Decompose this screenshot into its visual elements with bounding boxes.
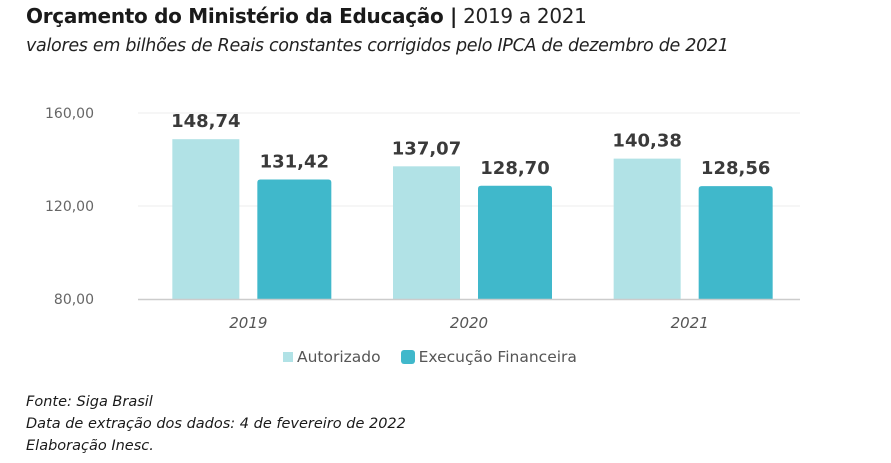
data-label: 128,70 [480, 158, 549, 179]
data-label: 140,38 [612, 131, 681, 152]
data-label: 137,07 [392, 138, 461, 159]
legend-item-autorizado: Autorizado [283, 348, 381, 366]
title-years: 2019 a 2021 [457, 4, 587, 28]
author-note: Elaboração Inesc. [26, 438, 154, 454]
bar-execucao-financeira-2020 [478, 185, 552, 299]
footer-notes: Fonte: Siga Brasil Data de extração dos … [26, 391, 406, 457]
bar-execucao-financeira-2021 [698, 186, 773, 299]
y-tick-label: 160,00 [45, 106, 94, 122]
legend-swatch-autorizado [283, 352, 293, 362]
chart-title: Orçamento do Ministério da Educação | 20… [26, 4, 587, 28]
source-note: Fonte: Siga Brasil [26, 394, 153, 410]
extraction-date-note: Data de extração dos dados: 4 de feverei… [26, 416, 406, 432]
data-labels: 148,74 131,42 137,07 128,70 140,38 128,56 [171, 111, 770, 179]
bar-autorizado-2021 [613, 158, 681, 299]
legend-label-autorizado: Autorizado [297, 348, 381, 366]
bar-autorizado-2019 [172, 139, 240, 299]
legend-swatch-execucao [400, 350, 415, 364]
y-axis-ticks: 80,00 120,00 160,00 [45, 106, 94, 308]
legend-label-execucao: Execução Financeira [418, 348, 577, 366]
chart-subtitle: valores em bilhões de Reais constantes c… [26, 36, 729, 56]
title-bold: Orçamento do Ministério da Educação | [26, 4, 458, 28]
bar-execucao-financeira-2019 [257, 179, 332, 299]
y-tick-label: 120,00 [45, 199, 94, 215]
x-tick-label: 2021 [671, 314, 709, 332]
x-tick-label: 2020 [450, 314, 488, 332]
x-axis-labels: 2019 2020 2021 [229, 314, 709, 332]
legend: Autorizado Execução Financeira [283, 348, 597, 366]
gridlines [138, 112, 800, 207]
data-label: 148,74 [171, 111, 240, 132]
legend-item-execucao: Execução Financeira [400, 348, 577, 366]
data-label: 131,42 [260, 151, 329, 172]
x-tick-label: 2019 [229, 314, 267, 332]
bar-autorizado-2020 [393, 166, 460, 299]
bars [172, 139, 773, 299]
y-tick-label: 80,00 [54, 292, 94, 308]
data-label: 128,56 [701, 158, 770, 179]
